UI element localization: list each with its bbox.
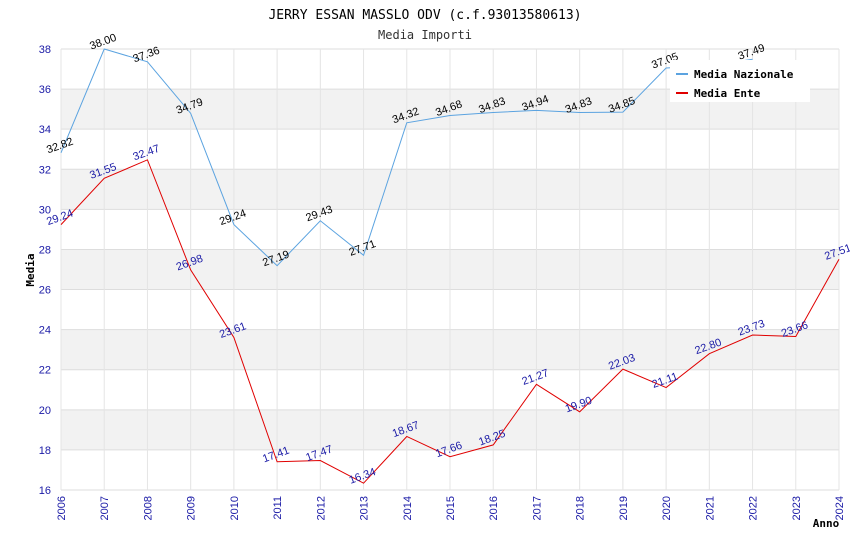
x-tick-label: 2007 [99, 496, 111, 520]
x-tick-label: 2010 [229, 496, 241, 520]
y-tick-label: 32 [39, 164, 51, 176]
x-tick-label: 2018 [575, 496, 587, 520]
y-tick-label: 20 [39, 405, 51, 417]
x-tick-label: 2011 [272, 496, 284, 520]
y-tick-labels: 16 18 20 22 24 26 28 30 32 34 36 38 [39, 44, 51, 497]
x-tick-label: 2006 [56, 496, 68, 520]
y-tick-label: 28 [39, 244, 51, 256]
x-tick-label: 2022 [748, 496, 760, 520]
y-tick-label: 24 [39, 325, 51, 337]
y-axis-label: Media [24, 253, 37, 286]
series-line-0 [60, 48, 753, 267]
chart-subtitle: Media Importi [378, 28, 472, 42]
x-tick-label: 2012 [315, 496, 327, 520]
x-tick-label: 2015 [445, 496, 457, 520]
series-lines [60, 48, 840, 484]
x-tick-label: 2021 [704, 496, 716, 520]
y-tick-label: 38 [39, 44, 51, 56]
legend: Media Nazionale Media Ente [670, 60, 810, 102]
x-tick-label: 2019 [618, 496, 630, 520]
x-tick-label: 2024 [834, 496, 846, 520]
chart-title: JERRY ESSAN MASSLO ODV (c.f.93013580613) [268, 8, 581, 23]
y-tick-label: 34 [39, 124, 51, 136]
x-tick-labels: 2006 2007 2008 2009 2010 2011 2012 2013 2014 2015… [56, 496, 846, 520]
x-tick-label: 2017 [531, 496, 543, 520]
y-tick-label: 26 [39, 285, 51, 297]
x-tick-label: 2023 [791, 496, 803, 520]
x-tick-label: 2016 [488, 496, 500, 520]
x-tick-label: 2014 [402, 496, 414, 520]
legend-label: Media Ente [694, 87, 761, 100]
y-tick-label: 36 [39, 84, 51, 96]
series-line-1 [60, 159, 840, 484]
grid-lines [60, 48, 840, 491]
x-tick-label: 2020 [661, 496, 673, 520]
legend-label: Media Nazionale [694, 68, 794, 81]
y-tick-label: 16 [39, 485, 51, 497]
y-tick-label: 30 [39, 204, 51, 216]
y-tick-label: 18 [39, 445, 51, 457]
x-tick-label: 2013 [359, 496, 371, 520]
y-tick-label: 22 [39, 365, 51, 377]
x-tick-label: 2008 [142, 496, 154, 520]
x-tick-label: 2009 [186, 496, 198, 520]
x-axis-label: Anno [813, 517, 840, 530]
legend-box [670, 60, 810, 102]
